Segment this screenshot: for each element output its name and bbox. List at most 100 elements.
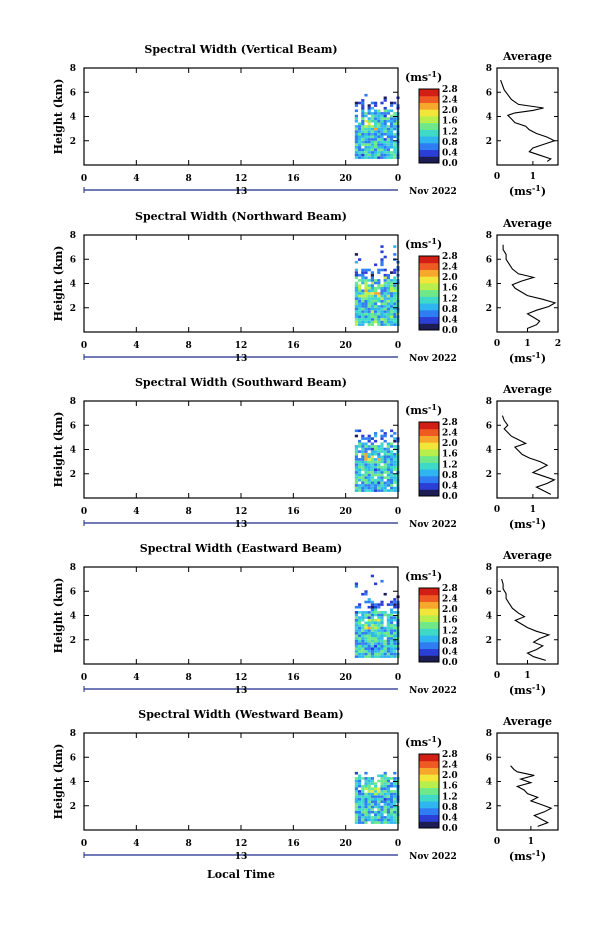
colorbar-swatch [419,309,439,318]
heatmap-cell [386,478,390,482]
colorbar-swatch [419,780,439,789]
heatmap-cell [383,489,387,492]
heatmap-cell [386,455,390,459]
heatmap-cell [377,450,381,453]
heatmap-cell [390,279,394,282]
heatmap-cell [361,143,365,146]
heatmap-cell [370,805,374,809]
heatmap-cell [374,109,378,113]
heatmap-cell [393,478,397,482]
heatmap-cell [358,318,362,321]
heatmap-cell [361,151,365,154]
heatmap-cell [390,281,394,285]
heatmap-cell [380,465,384,469]
heatmap-cell [361,816,365,819]
heatmap-cell [364,639,368,643]
colorbar-unit: (ms-1) [405,734,442,749]
colorbar-swatch [419,462,439,470]
heatmap-cell [367,153,371,157]
heatmap-cell [386,145,390,149]
heatmap-cell [374,624,378,627]
heatmap-cell [364,629,368,632]
heatmap-cell [383,821,387,824]
heatmap-cell [390,642,394,645]
heatmap-cell [390,119,394,123]
heatmap-cell [364,590,368,593]
heatmap-cell [380,489,384,492]
heatmap-cell [367,452,371,456]
heatmap-cell [390,489,394,492]
heatmap-cell [361,626,365,630]
heatmap-cell [370,445,374,448]
heatmap-cell [367,294,371,298]
heatmap-cell [390,818,394,822]
heatmap-cell [374,117,378,120]
average-x-tick-label: 1 [524,339,530,349]
heatmap-cell [386,315,390,319]
x-tick-label: 12 [235,839,248,849]
heatmap-cell [364,281,368,285]
heatmap-cell [358,307,362,311]
heatmap-cell [383,117,387,120]
heatmap-cell [374,119,378,123]
heatmap-cell [386,795,390,798]
heatmap-cell [386,813,390,817]
heatmap-cell [386,642,390,645]
heatmap-cell [361,140,365,144]
heatmap-cell [367,484,371,487]
heatmap-cell [393,112,397,115]
heatmap-cell [361,292,365,295]
heatmap-cell [390,302,394,306]
heatmap-cell [393,629,397,632]
heatmap-cell [367,437,371,440]
colorbar-swatch [419,296,439,304]
heatmap-cell [370,818,374,822]
colorbar-tick-label: 2.4 [442,595,458,605]
x-tick-label: 20 [339,174,352,184]
heatmap-cell [380,639,384,643]
x-tick-label: 4 [133,673,139,683]
y-axis-label: Height (km) [52,412,65,488]
colorbar-tick-label: 2.4 [442,96,458,106]
heatmap-cell [390,109,394,113]
colorbar-unit: (ms-1) [405,568,442,583]
heatmap-cell [377,813,381,817]
heatmap-cell [367,320,371,324]
y-tick-label: 8 [70,563,76,573]
heatmap-cell [354,808,358,811]
heatmap-cell [354,148,358,152]
heatmap-cell [393,245,397,248]
heatmap-cell [361,135,365,139]
heatmap-cell [358,782,362,785]
heatmap-cell [367,310,371,313]
heatmap-cell [386,803,390,806]
heatmap-cell [364,460,368,464]
heatmap-cell [380,145,384,149]
heatmap-cell [374,145,378,149]
heatmap-cell [358,289,362,293]
heatmap-cell [354,787,358,791]
heatmap-cell [393,598,397,601]
heatmap-cell [374,784,378,788]
heatmap-cell [377,787,381,791]
average-x-tick-label: 1 [530,172,536,182]
heatmap-cell [367,642,371,645]
panel-title: Spectral Width (Southward Beam) [135,376,347,389]
colorbar-tick-label: 2.4 [442,761,458,771]
heatmap-cell [393,476,397,479]
heatmap-cell [377,112,381,115]
average-y-tick-label: 6 [486,587,492,597]
heatmap-cell [364,613,368,617]
heatmap-cell [367,616,371,619]
heatmap-cell [393,148,397,152]
colorbar-swatch [419,608,439,616]
colorbar-tick-label: 2.0 [442,771,458,781]
heatmap-cell [386,792,390,796]
heatmap-cell [361,463,365,466]
heatmap-cell [390,458,394,461]
heatmap-cell [374,151,378,154]
heatmap-cell [383,299,387,303]
heatmap-cell [354,629,358,632]
heatmap-cell [390,463,394,466]
heatmap-cell [374,289,378,293]
